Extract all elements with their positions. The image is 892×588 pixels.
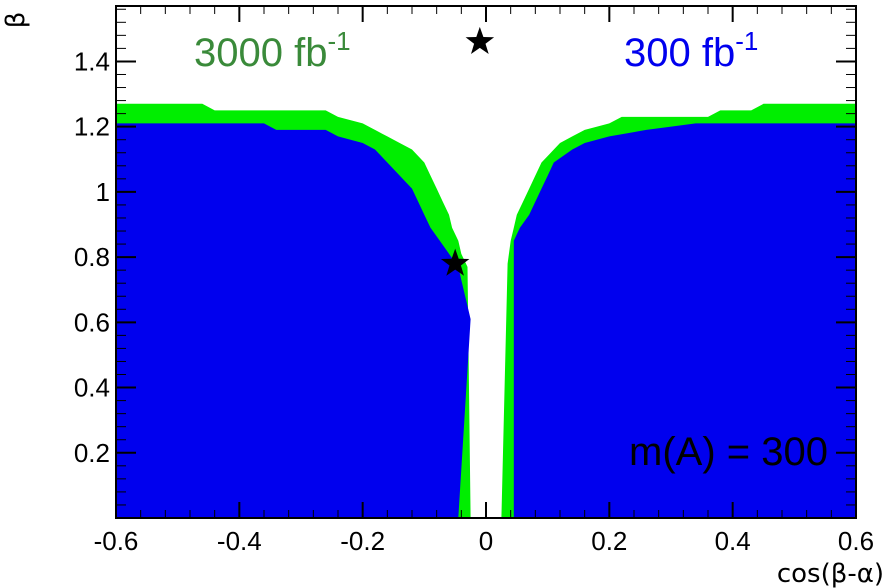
x-tick-label: 0.4 (715, 526, 751, 556)
regions-layer (116, 103, 856, 519)
legend-3000-exponent: -1 (327, 26, 350, 56)
star-marker (465, 26, 495, 54)
x-axis-title: cos(β-α) (777, 559, 884, 588)
legend-3000: 3000 fb-1 (194, 26, 351, 75)
y-axis-title: β (1, 12, 31, 29)
x-tick-label: 0 (479, 526, 493, 556)
y-tick-label: 0.4 (74, 373, 110, 403)
x-tick-label: 0.6 (838, 526, 874, 556)
mass-annotation: m(A) = 300 (629, 430, 828, 474)
legend-300-label: 300 fb (624, 31, 735, 75)
y-tick-label: 1.2 (74, 112, 110, 142)
legend-3000-label: 3000 fb (194, 31, 327, 75)
region-300fb-right (513, 123, 856, 519)
x-tick-label: 0.2 (591, 526, 627, 556)
y-tick-label: 1 (96, 177, 110, 207)
y-tick-label: 0.2 (74, 438, 110, 468)
legend-300: 300 fb-1 (624, 26, 758, 75)
legend-300-exponent: -1 (735, 26, 758, 56)
x-tick-label: -0.6 (94, 526, 139, 556)
x-tick-label: -0.4 (217, 526, 262, 556)
y-tick-label: 0.8 (74, 242, 110, 272)
y-tick-label: 1.4 (74, 46, 110, 76)
star-marker (440, 248, 470, 276)
axes-layer: -0.6 -0.4 -0.2 0 0.2 0.4 0.6 0.2 0.4 0.6 0.8 1 1.2 1.… (74, 6, 874, 556)
y-tick-label: 0.6 (74, 307, 110, 337)
markers-layer (440, 26, 495, 276)
x-tick-label: -0.2 (340, 526, 385, 556)
region-300fb-left (116, 123, 471, 519)
